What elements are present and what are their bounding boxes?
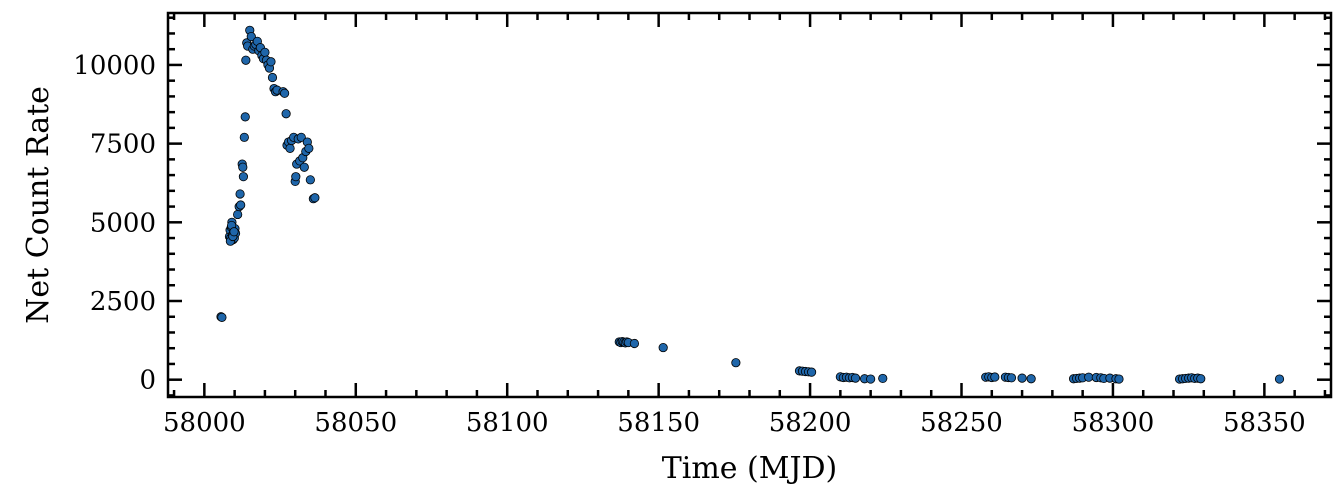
data-point (260, 47, 270, 57)
x-tick-label: 58350 (1223, 408, 1306, 438)
data-point (878, 373, 888, 384)
data-point (241, 55, 251, 65)
y-tick-labels: 0 2500 5000 7500 10000 (73, 51, 156, 396)
data-point (285, 143, 295, 153)
data-points (216, 25, 1285, 384)
x-tick-label: 58100 (466, 408, 549, 438)
data-point (299, 162, 309, 172)
data-point (1114, 374, 1124, 384)
data-point (267, 72, 278, 83)
x-axis-label: Time (MJD) (662, 451, 838, 486)
x-tick-label: 58300 (1072, 408, 1155, 438)
data-point (658, 342, 668, 353)
data-point (229, 227, 239, 237)
data-point (1274, 374, 1285, 384)
data-point (233, 209, 243, 220)
x-tick-label: 58250 (920, 408, 1003, 438)
data-point (246, 32, 256, 42)
data-point (850, 373, 861, 383)
x-tick-label: 58000 (163, 408, 246, 438)
y-axis-label: Net Count Rate (21, 86, 56, 324)
x-tick-label: 58050 (314, 408, 397, 438)
data-point (296, 132, 306, 142)
data-point (1017, 373, 1027, 383)
data-point (281, 109, 291, 119)
data-point (291, 172, 301, 182)
data-point (280, 88, 290, 98)
data-point (239, 132, 249, 142)
data-point (806, 367, 817, 377)
data-point (1084, 372, 1094, 382)
data-point (731, 358, 741, 368)
data-point (238, 172, 249, 182)
data-point (629, 338, 640, 349)
data-point (238, 162, 248, 172)
data-point (990, 372, 1000, 382)
x-tick-labels: 58000 58050 58100 58150 58200 58250 58300 58350 (163, 408, 1306, 438)
data-point (305, 175, 315, 185)
data-point (310, 193, 320, 203)
data-point (304, 143, 314, 153)
x-tick-label: 58200 (769, 408, 852, 438)
y-tick-label: 10000 (73, 51, 156, 81)
tick-marks (168, 13, 1331, 397)
x-tick-label: 58150 (617, 408, 700, 438)
data-point (1196, 374, 1206, 384)
data-point (1026, 374, 1036, 384)
data-point (1006, 373, 1017, 383)
data-point (217, 312, 227, 322)
y-tick-label: 2500 (90, 287, 156, 317)
data-point (235, 189, 245, 199)
y-tick-label: 0 (139, 366, 156, 396)
plot-frame (166, 11, 1333, 399)
data-point (240, 112, 250, 122)
data-point (236, 200, 246, 210)
y-tick-label: 5000 (90, 208, 156, 238)
y-tick-label: 7500 (90, 130, 156, 160)
data-point (266, 57, 276, 67)
data-point (866, 374, 876, 384)
